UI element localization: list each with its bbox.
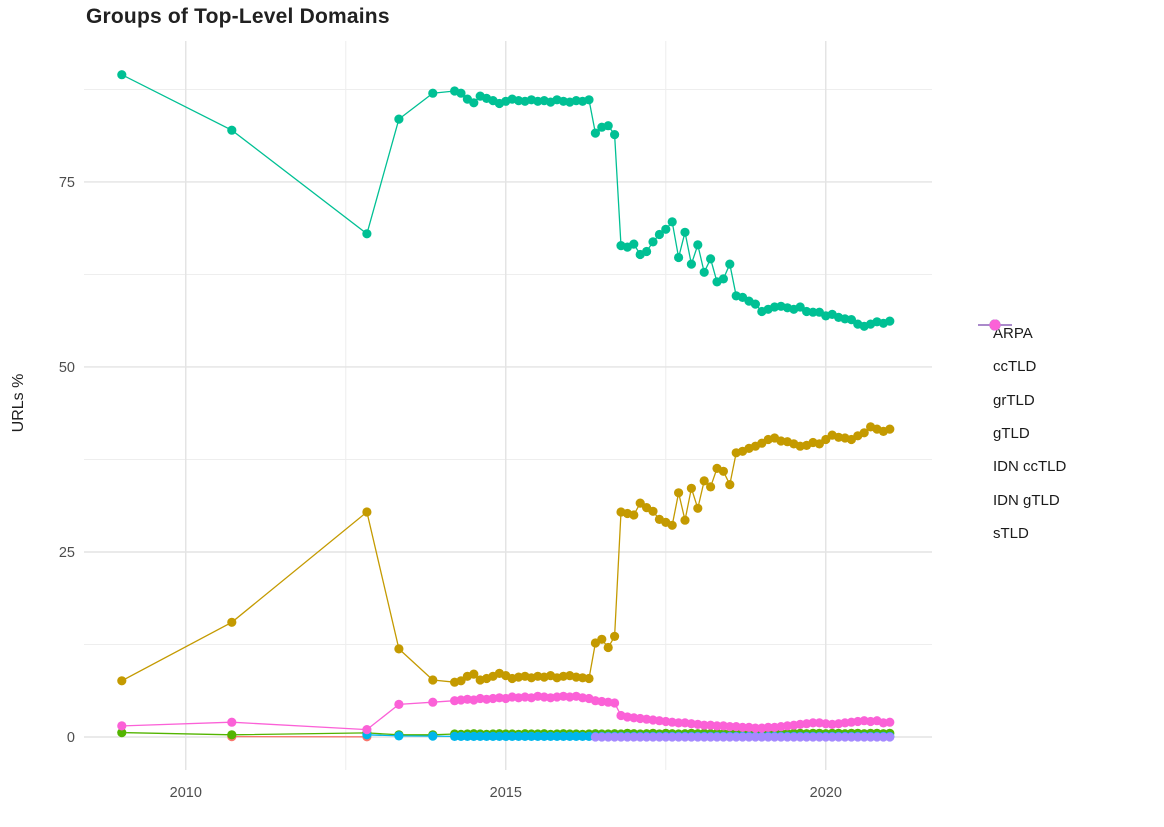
legend-label: grTLD bbox=[993, 391, 1035, 409]
legend-item-cctld: ccTLD bbox=[978, 319, 1066, 383]
legend: ARPA ccTLD grTLD gTLD IDN ccTLD IDN gTLD sTLD bbox=[978, 317, 1066, 550]
legend-label: IDN ccTLD bbox=[993, 458, 1067, 476]
legend-label: gTLD bbox=[993, 425, 1030, 443]
legend-label: IDN gTLD bbox=[993, 491, 1060, 509]
legend-item-stld: sTLD bbox=[978, 319, 1066, 550]
legend-label: ARPA bbox=[993, 325, 1033, 343]
y-tick-label: 75 bbox=[59, 175, 75, 191]
legend-key-icon bbox=[978, 319, 1012, 331]
series-gtld bbox=[117, 70, 895, 331]
series-cctld bbox=[117, 422, 895, 687]
chart-title: Groups of Top-Level Domains bbox=[86, 5, 390, 28]
legend-item-gtld: gTLD bbox=[978, 319, 1066, 450]
series-stld bbox=[117, 691, 895, 735]
y-tick-label: 50 bbox=[59, 360, 75, 376]
y-tick-label: 25 bbox=[59, 545, 75, 561]
x-tick-label: 2010 bbox=[170, 785, 202, 801]
y-tick-label: 0 bbox=[67, 730, 75, 746]
legend-label: sTLD bbox=[993, 524, 1029, 542]
x-tick-label: 2015 bbox=[490, 785, 522, 801]
gridlines-minor bbox=[84, 41, 932, 770]
legend-item-grtld: grTLD bbox=[978, 319, 1066, 417]
legend-item-idn-gtld: IDN gTLD bbox=[978, 319, 1066, 516]
x-tick-label: 2020 bbox=[810, 785, 842, 801]
legend-label: ccTLD bbox=[993, 358, 1037, 376]
gridlines-major bbox=[84, 41, 932, 770]
axis-tick-labels: 0 25 50 75 2010 2015 2020 bbox=[59, 175, 842, 801]
legend-item-idn-cctld: IDN ccTLD bbox=[978, 319, 1067, 483]
series-idn-gtld bbox=[590, 732, 895, 742]
